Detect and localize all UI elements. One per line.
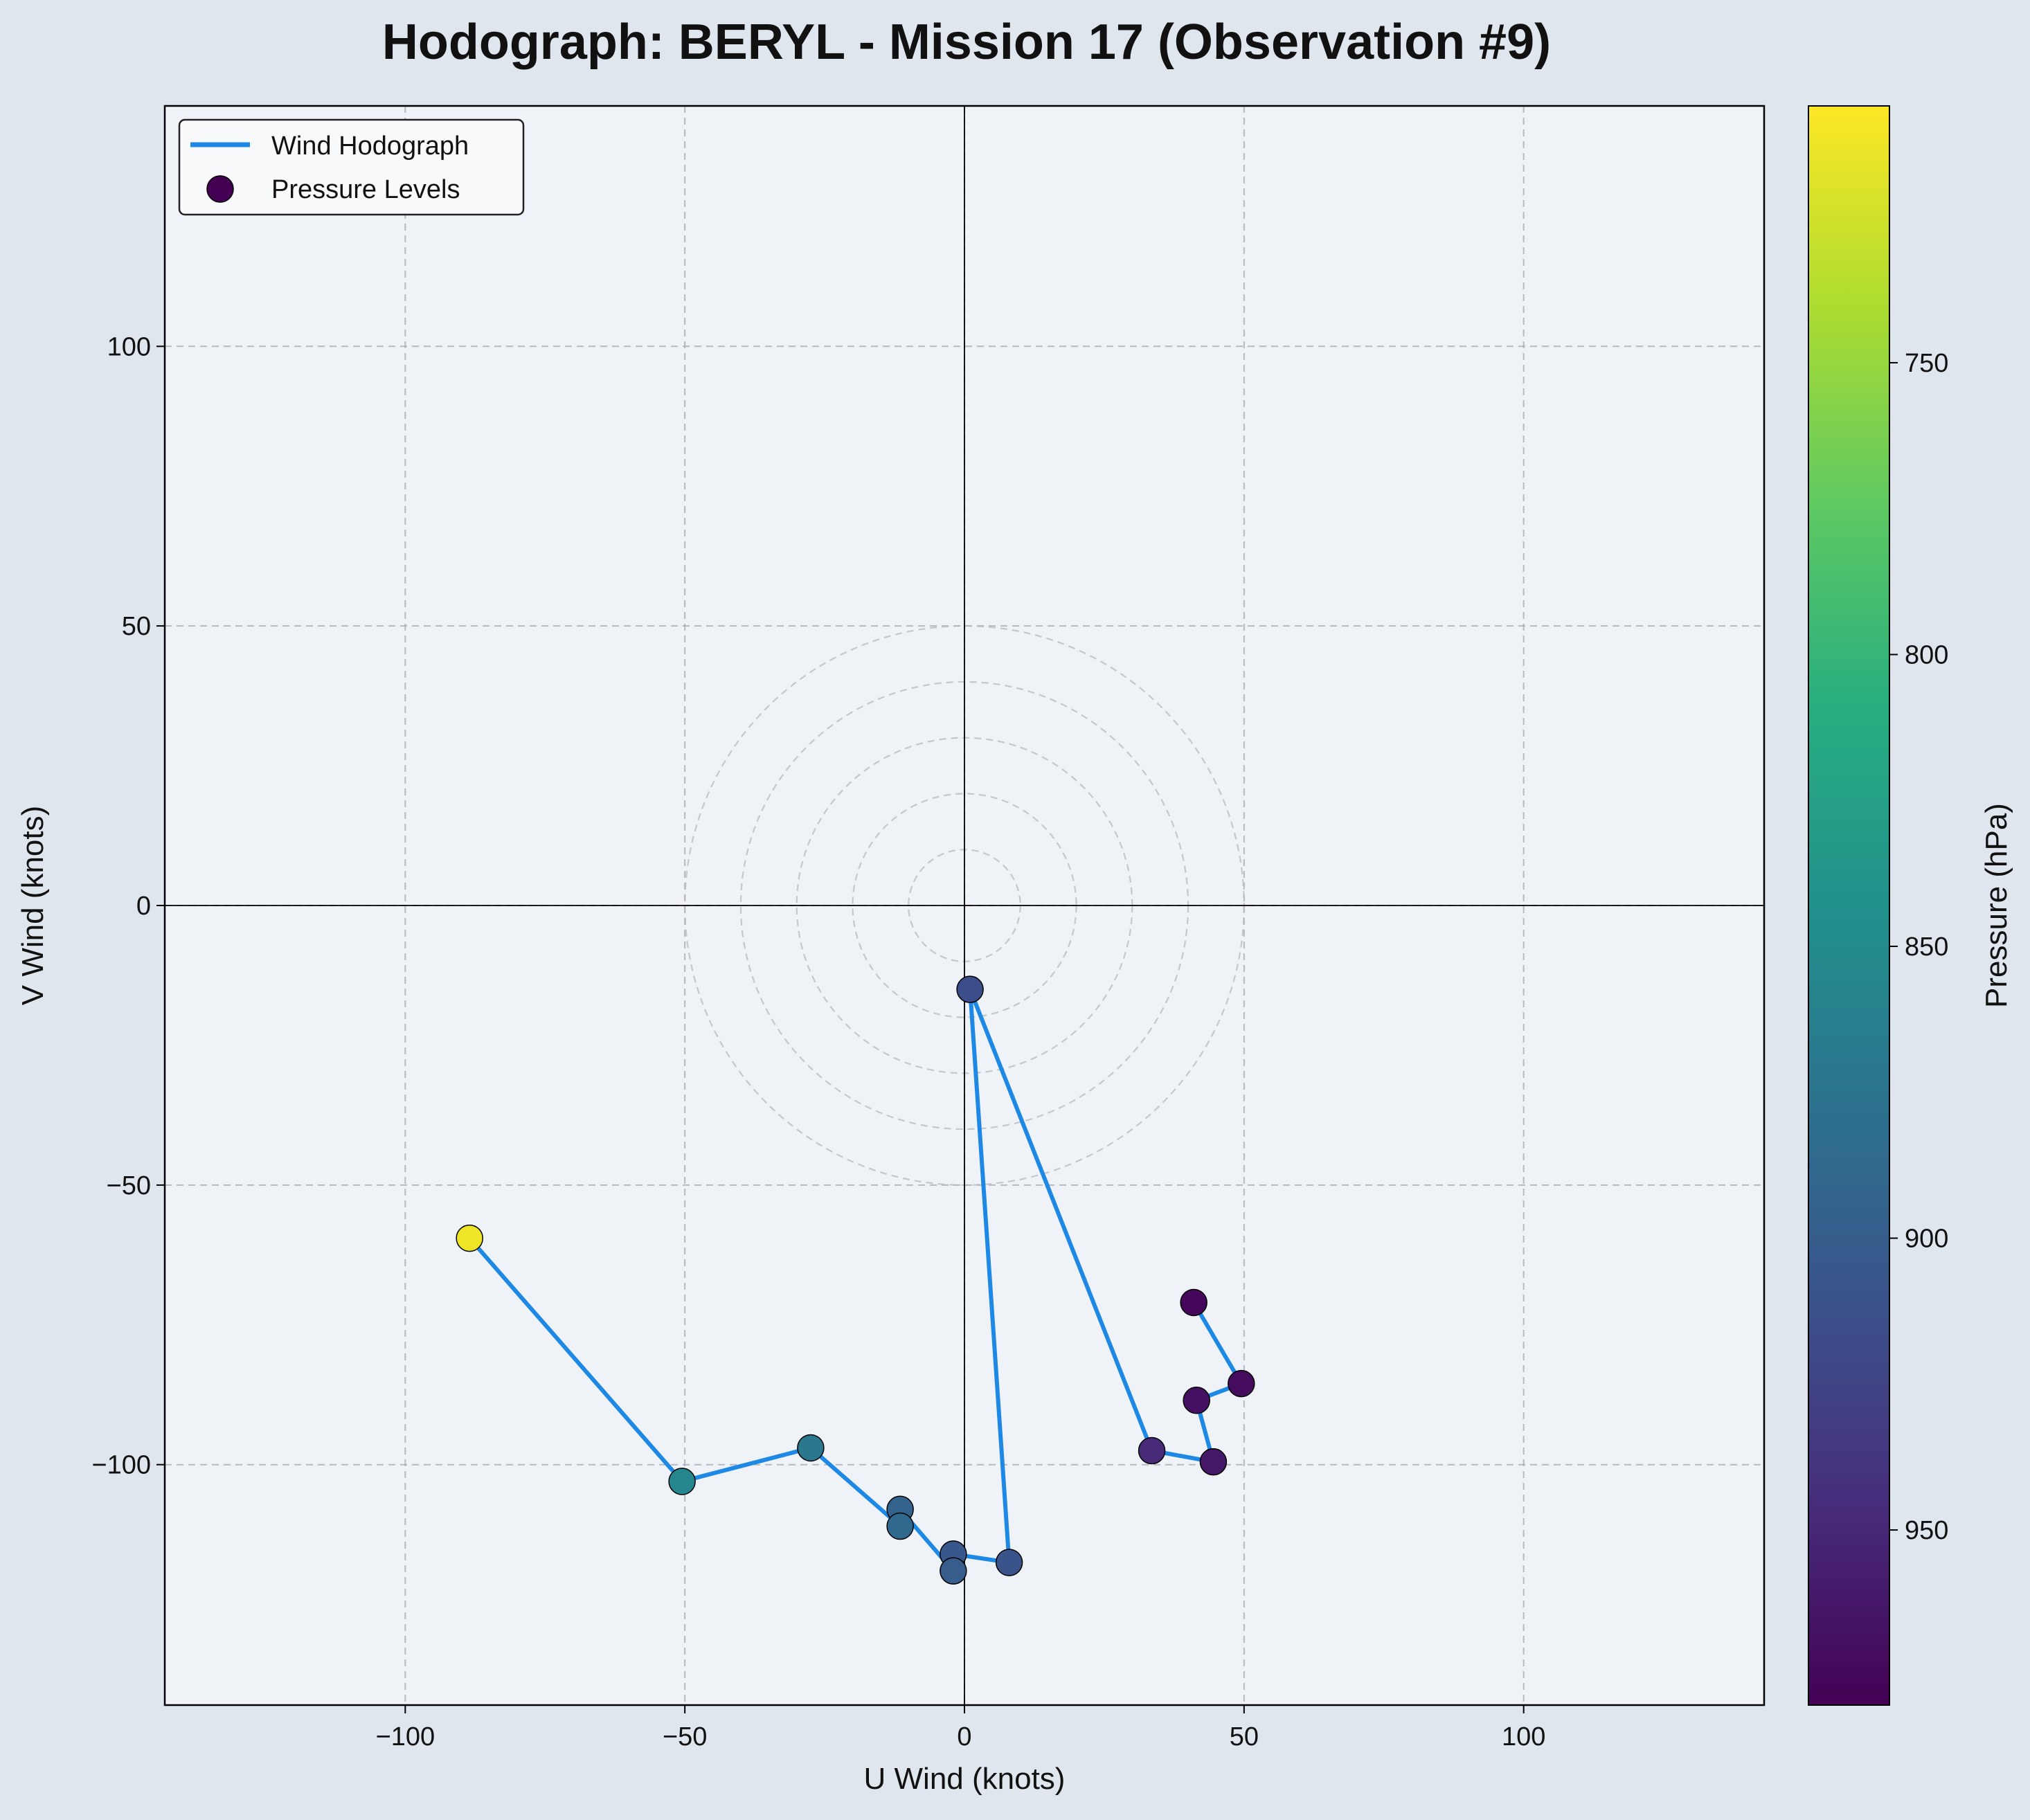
pressure-level-point [1199,1448,1228,1476]
y-tick-label: 50 [122,612,151,641]
pressure-level-point [1228,1369,1255,1398]
pressure-level-point [456,1224,483,1252]
x-tick-label: −100 [376,1722,435,1751]
x-tick-label: −50 [663,1722,707,1751]
colorbar: 750 800 850 900 950 Pressure (hPa) [1808,105,2013,1706]
colorbar-label: Pressure (hPa) [1979,803,2013,1008]
y-tick-label: −50 [107,1171,151,1200]
x-tick-label: 100 [1502,1722,1545,1751]
x-axis-ticks: −100 −50 0 50 100 [376,1705,1545,1751]
x-axis-label: U Wind (knots) [864,1762,1066,1796]
y-tick-label: 100 [107,332,151,361]
legend: Wind Hodograph Pressure Levels [178,118,525,216]
legend-box [178,118,525,216]
legend-label-hodograph: Wind Hodograph [271,132,469,161]
pressure-level-point [956,975,984,1003]
pressure-level-point [886,1512,914,1540]
chart-title: Hodograph: BERYL - Mission 17 (Observati… [382,15,1551,70]
legend-marker-swatch [206,175,234,203]
pressure-level-point [797,1434,825,1462]
pressure-level-point [1183,1387,1210,1414]
pressure-level-point [668,1468,696,1495]
pressure-level-point [1180,1288,1207,1317]
y-axis-label: V Wind (knots) [16,806,50,1006]
colorbar-gradient [1808,105,1890,1706]
colorbar-tick-label: 900 [1905,1225,1948,1254]
zero-axes [165,106,1764,1705]
pressure-level-point [995,1549,1023,1576]
colorbar-tick-label: 850 [1905,932,1948,962]
y-tick-label: −100 [91,1451,151,1480]
x-tick-label: 0 [957,1722,971,1751]
pressure-level-point [1138,1436,1166,1465]
colorbar-tick-label: 950 [1905,1516,1948,1545]
x-tick-label: 50 [1230,1722,1259,1751]
pressure-level-point [940,1557,967,1585]
colorbar-tick-label: 750 [1905,349,1948,378]
pressure-level-points [456,975,1255,1585]
colorbar-ticks: 750 800 850 900 950 [1889,349,1948,1545]
colorbar-tick-label: 800 [1905,640,1948,669]
y-tick-label: 0 [136,892,151,921]
legend-label-pressure: Pressure Levels [271,175,460,204]
y-axis-ticks: −100 −50 0 50 100 [91,332,165,1480]
